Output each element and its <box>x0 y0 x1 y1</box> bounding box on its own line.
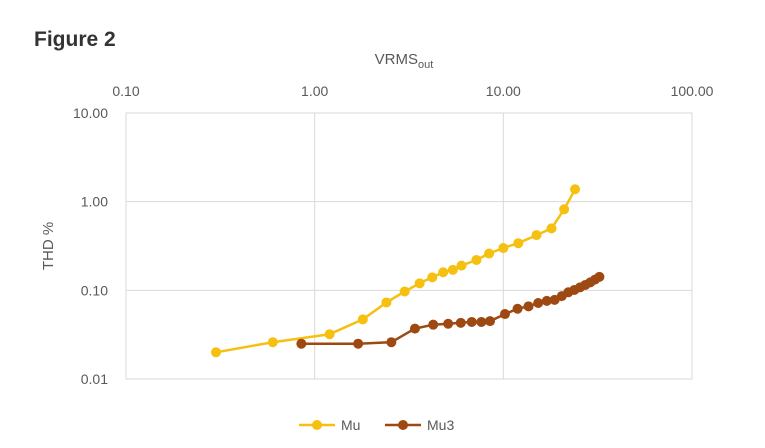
data-point <box>211 347 222 358</box>
data-point <box>466 316 477 327</box>
y-axis-title: THD % <box>40 222 57 270</box>
data-point <box>513 238 524 249</box>
data-point <box>427 272 438 283</box>
data-point <box>296 338 307 349</box>
data-point <box>399 286 410 297</box>
data-point <box>485 316 496 327</box>
y-tick-label: 1.00 <box>81 194 108 210</box>
data-point <box>541 295 552 306</box>
plot-border <box>125 112 693 380</box>
x-tick-label: 10.00 <box>486 83 521 99</box>
y-tick-label: 0.10 <box>81 282 108 298</box>
data-point <box>443 318 454 329</box>
x-axis-title: VRMSout <box>375 51 434 71</box>
x-tick-label: 0.10 <box>112 83 139 99</box>
data-point <box>570 184 581 195</box>
data-point <box>523 301 534 312</box>
data-point <box>471 254 482 265</box>
data-point <box>499 309 510 320</box>
series-line-mu3 <box>301 275 601 345</box>
legend-label: Mu3 <box>427 417 454 433</box>
data-point <box>409 323 420 334</box>
x-tick-label: 100.00 <box>671 83 714 99</box>
data-point <box>559 204 570 215</box>
data-point <box>386 337 397 348</box>
legend-marker <box>398 420 408 430</box>
series-line-mu <box>215 188 577 354</box>
y-tick-label: 10.00 <box>73 105 108 121</box>
x-tick-label: 1.00 <box>301 83 328 99</box>
figure-title: Figure 2 <box>34 28 116 51</box>
legend-label: Mu <box>341 417 360 433</box>
legend-marker <box>312 420 322 430</box>
data-point <box>594 271 605 282</box>
data-point <box>456 260 467 271</box>
data-point <box>267 337 278 348</box>
data-point <box>428 319 439 330</box>
data-point <box>533 297 544 308</box>
data-point <box>357 314 368 325</box>
data-point <box>546 223 557 234</box>
data-point <box>353 338 364 349</box>
data-point <box>455 317 466 328</box>
y-tick-label: 0.01 <box>81 371 108 387</box>
data-point <box>381 297 392 308</box>
data-point <box>438 267 449 278</box>
data-point <box>414 278 425 289</box>
data-point <box>484 248 495 259</box>
data-point <box>447 264 458 275</box>
data-point <box>531 230 542 241</box>
data-point <box>512 303 523 314</box>
data-point <box>498 243 509 254</box>
data-point <box>324 329 335 340</box>
data-point <box>476 316 487 327</box>
